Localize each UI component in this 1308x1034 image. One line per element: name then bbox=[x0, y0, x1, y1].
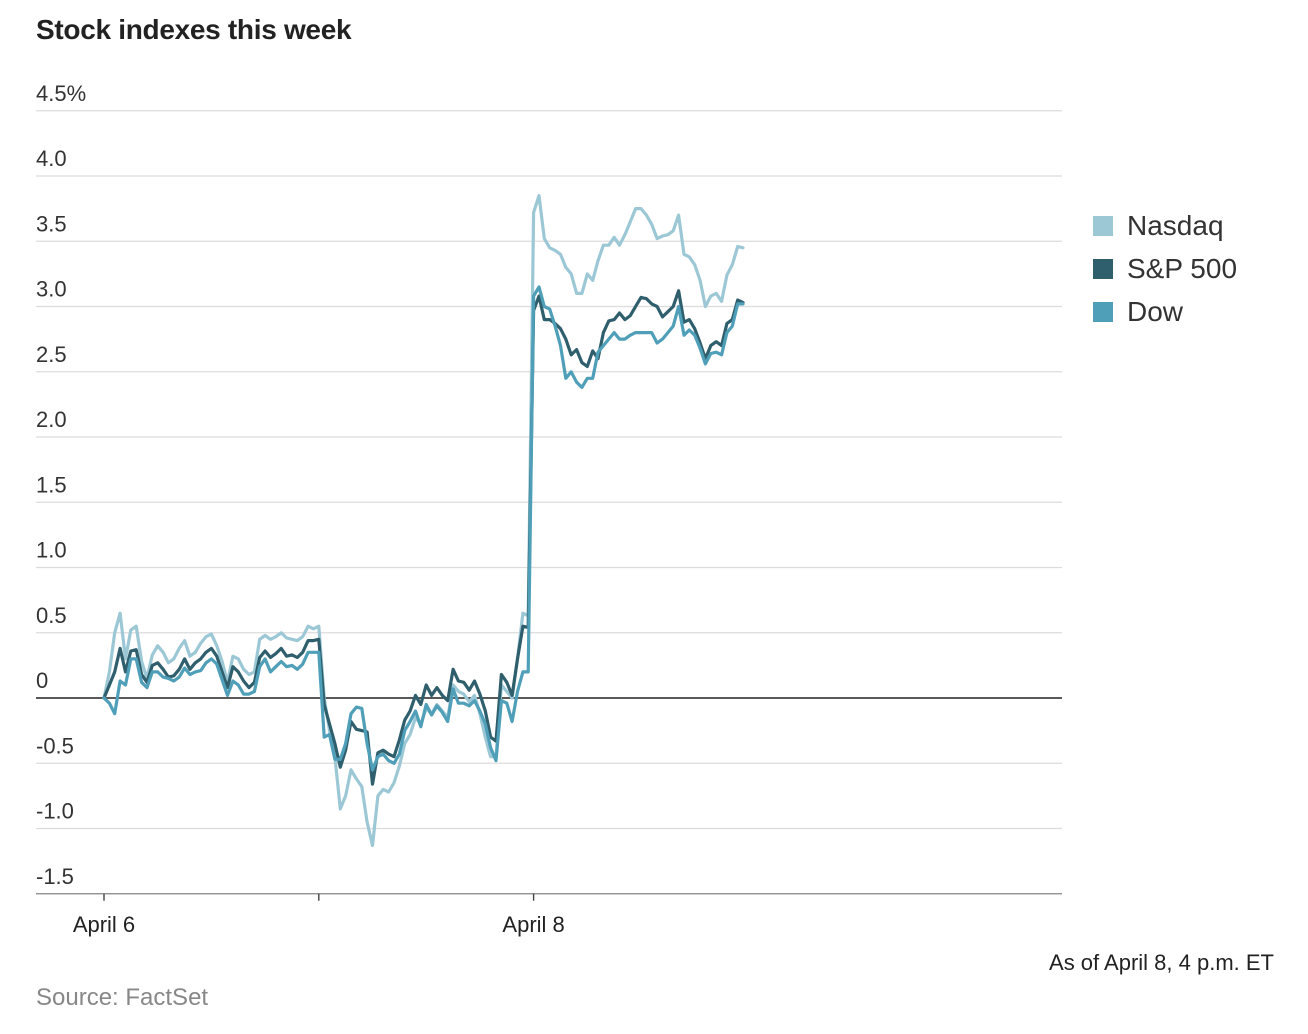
legend-swatch-nasdaq bbox=[1093, 215, 1113, 236]
y-tick-label: -1.0 bbox=[36, 799, 74, 824]
y-tick-label: 1.0 bbox=[36, 538, 67, 563]
x-tick-label: April 6 bbox=[73, 912, 135, 937]
series-line-s-p-500 bbox=[102, 289, 745, 786]
x-axis: April 6 April 8 bbox=[36, 893, 1062, 937]
y-tick-label: 0.5 bbox=[36, 603, 67, 628]
series-line-dow bbox=[102, 285, 745, 772]
legend-label-sp500: S&P 500 bbox=[1127, 252, 1238, 284]
source-note: Source: FactSet bbox=[36, 984, 209, 1011]
chart-title: Stock indexes this week bbox=[36, 14, 352, 45]
legend-item-dow: Dow bbox=[1093, 290, 1237, 333]
y-tick-label: 4.0 bbox=[36, 146, 67, 171]
gridlines bbox=[36, 110, 1062, 895]
y-tick-label: -1.5 bbox=[36, 864, 74, 889]
legend-item-nasdaq: Nasdaq bbox=[1093, 204, 1237, 247]
x-tick-label: April 8 bbox=[502, 912, 564, 937]
y-tick-label: 3.0 bbox=[36, 277, 67, 302]
series-line-nasdaq bbox=[102, 194, 745, 848]
legend-label-nasdaq: Nasdaq bbox=[1127, 209, 1224, 241]
legend: Nasdaq S&P 500 Dow bbox=[1093, 204, 1237, 333]
legend-label-dow: Dow bbox=[1127, 295, 1184, 327]
legend-swatch-dow bbox=[1093, 301, 1113, 322]
y-tick-label: 2.0 bbox=[36, 407, 67, 432]
y-tick-label: 4.5% bbox=[36, 81, 86, 106]
y-tick-label: -0.5 bbox=[36, 733, 74, 758]
y-tick-label: 1.5 bbox=[36, 472, 67, 497]
y-tick-label: 2.5 bbox=[36, 342, 67, 367]
timestamp-note: As of April 8, 4 p.m. ET bbox=[1049, 950, 1274, 975]
y-tick-label: 3.5 bbox=[36, 211, 67, 236]
series-lines bbox=[102, 194, 745, 848]
y-tick-label: 0 bbox=[36, 668, 48, 693]
y-axis-tick-labels: 4.5% 4.0 3.5 3.0 2.5 2.0 1.5 1.0 0.5 0 -0.5 -1.0 -1.… bbox=[36, 81, 86, 889]
legend-swatch-sp500 bbox=[1093, 258, 1113, 279]
legend-item-sp500: S&P 500 bbox=[1093, 247, 1237, 290]
